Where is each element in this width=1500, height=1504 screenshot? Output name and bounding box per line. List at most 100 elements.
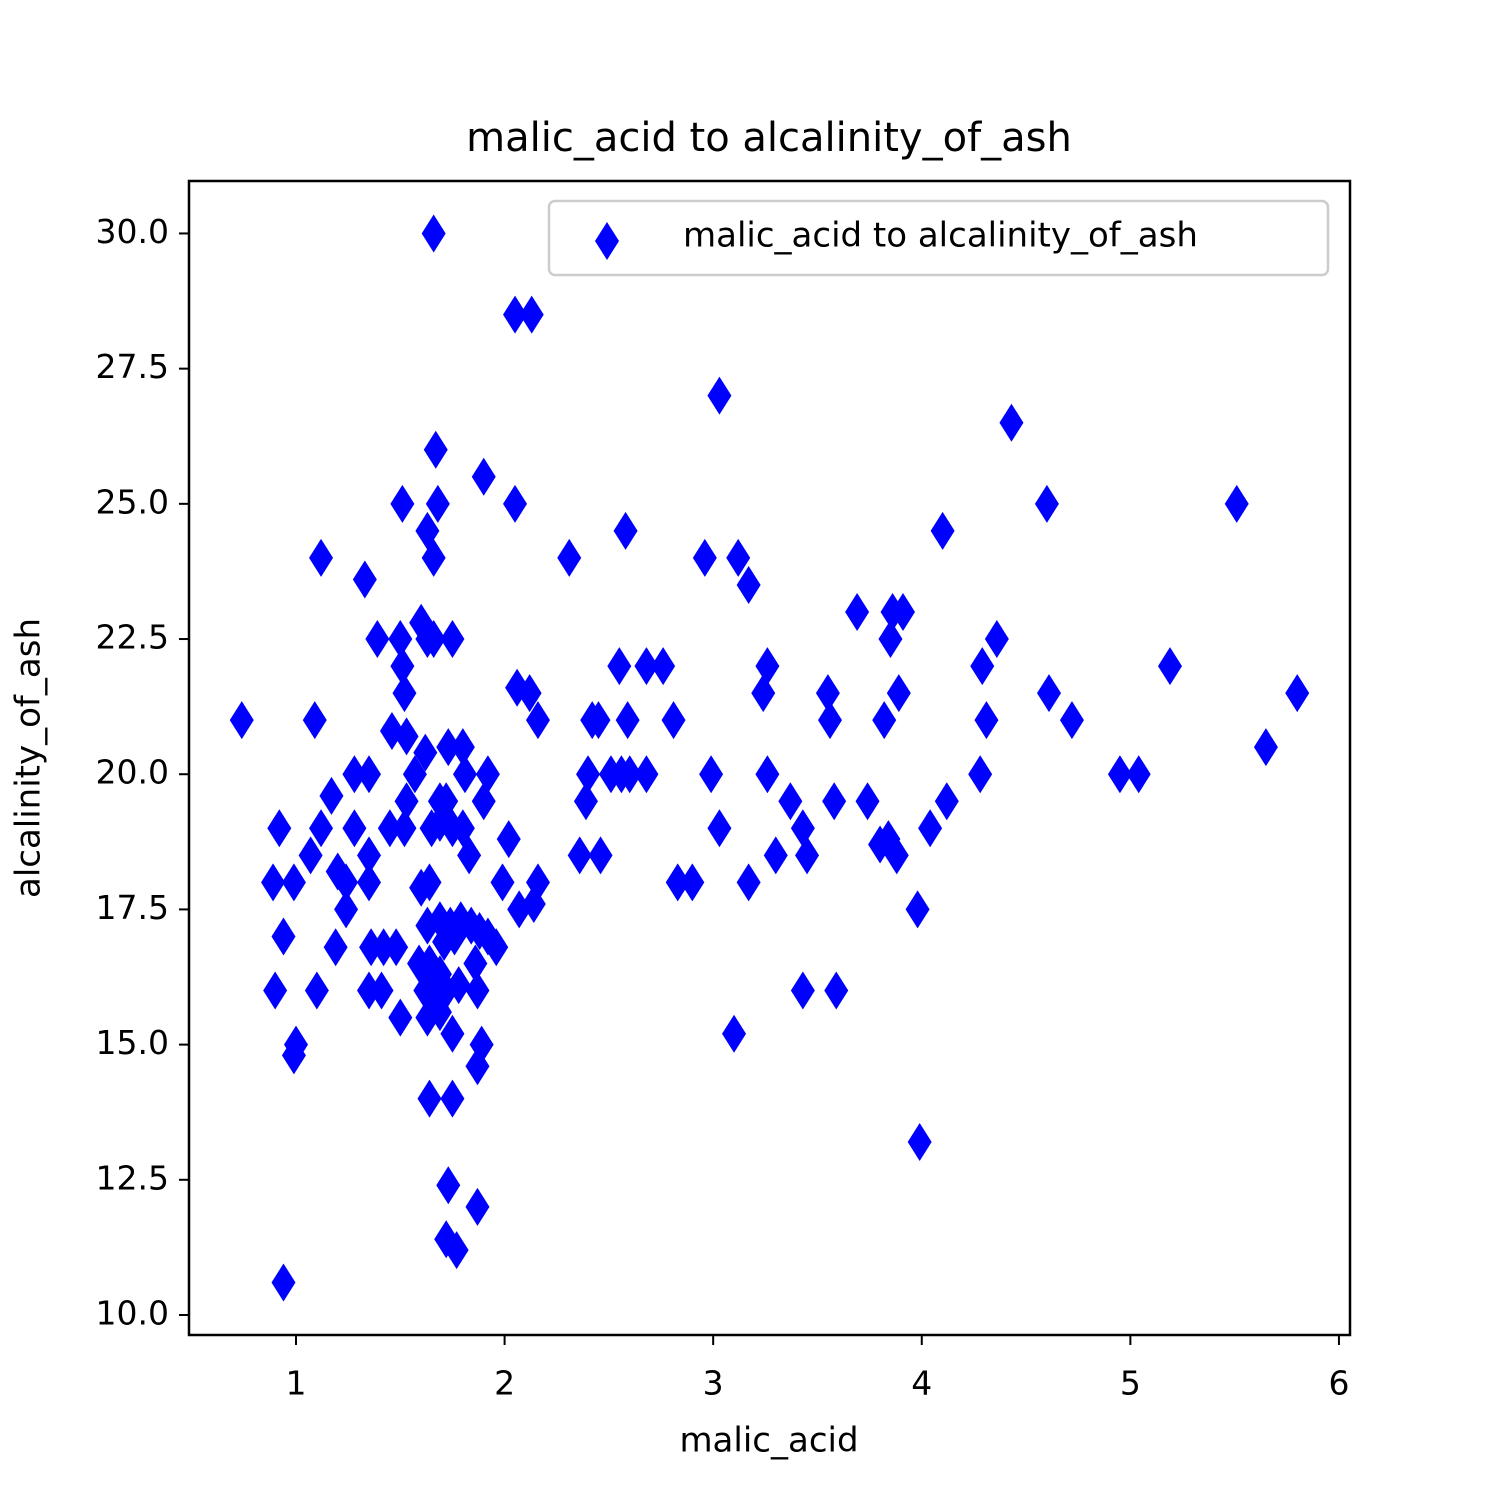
scatter-point [790, 971, 815, 1010]
scatter-point [613, 511, 638, 550]
x-tick-label: 1 [286, 1364, 307, 1403]
scatter-point [402, 755, 427, 794]
scatter-point [855, 782, 880, 821]
scatter-point [302, 701, 327, 740]
scatter-point [390, 647, 415, 686]
scatter-point [334, 890, 359, 929]
scatter-point [342, 809, 367, 848]
scatter-point [1224, 484, 1249, 523]
scatter-point [465, 1187, 490, 1226]
x-axis-label: malic_acid [679, 1421, 858, 1461]
scatter-point [692, 538, 717, 577]
scatter-point [934, 782, 959, 821]
scatter-point [425, 484, 450, 523]
y-tick-label: 15.0 [96, 1023, 169, 1062]
scatter-point [567, 836, 592, 875]
scatter-point [440, 1014, 465, 1053]
scatter-point [263, 971, 288, 1010]
scatter-point [1126, 755, 1151, 794]
scatter-point [319, 776, 344, 815]
y-tick-label: 25.0 [96, 482, 169, 521]
scatter-point [450, 728, 475, 767]
scatter-point [1034, 484, 1059, 523]
scatter-point [369, 971, 394, 1010]
legend-label: malic_acid to alcalinity_of_ash [683, 216, 1198, 256]
scatter-point [707, 809, 732, 848]
scatter-point [436, 728, 461, 767]
y-tick-label: 22.5 [96, 618, 169, 657]
scatter-point [503, 295, 528, 334]
scatter-point [1253, 728, 1278, 767]
scatter-point [421, 214, 446, 253]
scatter-point [617, 755, 642, 794]
legend-box [547, 199, 1330, 277]
y-tick-label: 17.5 [96, 888, 169, 927]
scatter-point [755, 755, 780, 794]
scatter-point [417, 1079, 442, 1118]
scatter-point [586, 701, 611, 740]
scatter-point [503, 484, 528, 523]
scatter-point [525, 701, 550, 740]
scatter-point [304, 971, 329, 1010]
scatter-point [229, 701, 254, 740]
y-tick-label: 12.5 [96, 1158, 169, 1197]
scatter-point [357, 755, 382, 794]
scatter-point [384, 928, 409, 967]
scatter-point [365, 620, 390, 659]
scatter-point [490, 863, 515, 902]
scatter-point [726, 538, 751, 577]
chart-title: malic_acid to alcalinity_of_ash [466, 115, 1072, 161]
scatter-point [417, 863, 442, 902]
scatter-point [392, 809, 417, 848]
scatter-point [440, 620, 465, 659]
scatter-point [323, 928, 348, 967]
x-tick-label: 6 [1328, 1364, 1349, 1403]
scatter-point [1285, 674, 1310, 713]
scatter-point [845, 592, 870, 631]
scatter-point [722, 1014, 747, 1053]
x-tick-label: 4 [911, 1364, 932, 1403]
x-tick-label: 2 [494, 1364, 515, 1403]
scatter-point [557, 538, 582, 577]
scatter-point [778, 782, 803, 821]
scatter-point [371, 928, 396, 967]
scatter-point [423, 430, 448, 469]
scatter-point [357, 836, 382, 875]
scatter-point [665, 863, 690, 902]
scatter-point [872, 701, 897, 740]
scatter-point [427, 993, 452, 1032]
scatter-point [588, 836, 613, 875]
scatter-point [634, 647, 659, 686]
scatter-point [661, 701, 686, 740]
scatter-point [890, 592, 915, 631]
scatter-point [607, 647, 632, 686]
scatter-point [342, 755, 367, 794]
scatter-point [763, 836, 788, 875]
scatter-point [444, 1231, 469, 1270]
scatter-point [267, 809, 292, 848]
scatter-point [421, 620, 446, 659]
scatter-point [484, 928, 509, 967]
scatter-point [1059, 701, 1084, 740]
scatter-point [475, 755, 500, 794]
scatter-point [525, 863, 550, 902]
scatter-point [261, 863, 286, 902]
scatter-point [755, 647, 780, 686]
scatter-point [471, 457, 496, 496]
scatter-point [886, 674, 911, 713]
scatter-point [790, 809, 815, 848]
scatter-point [930, 511, 955, 550]
scatter-point [517, 674, 542, 713]
plot-frame [187, 179, 1352, 1337]
y-tick-label: 10.0 [96, 1293, 169, 1332]
scatter-point [334, 863, 359, 902]
scatter-point [751, 674, 776, 713]
scatter-point [436, 1166, 461, 1205]
scatter-point [907, 1122, 932, 1161]
scatter-point [634, 755, 659, 794]
scatter-point [421, 538, 446, 577]
y-tick-label: 30.0 [96, 212, 169, 251]
scatter-point [357, 971, 382, 1010]
scatter-point [651, 647, 676, 686]
